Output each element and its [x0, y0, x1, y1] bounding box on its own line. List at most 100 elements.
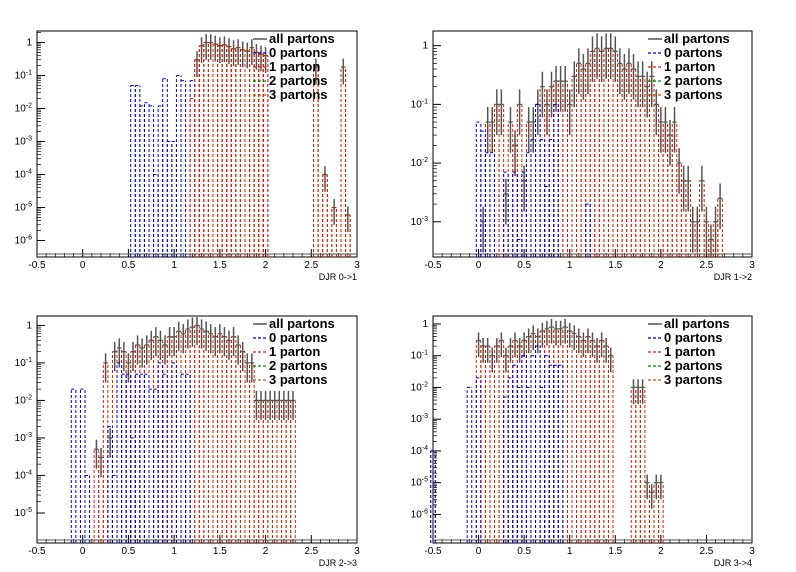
- series-0-partons: [70, 362, 191, 543]
- y-axis: 1 10-1 10-2 10-3 10-4 10-5 10-6: [15, 32, 45, 247]
- x-tick-label: 1.5: [213, 260, 227, 271]
- legend-label: 0 partons: [664, 45, 723, 60]
- x-tick-label: 2: [658, 260, 664, 271]
- x-tick-label: 0: [476, 546, 482, 557]
- x-tick-label: -0.5: [424, 546, 442, 557]
- x-tick-label: 0.5: [517, 546, 531, 557]
- legend-label: 2 partons: [664, 358, 723, 373]
- y-axis: 1 10-1 10-2 10-3 10-4 10-5 10-6: [411, 319, 441, 520]
- x-tick-label: -0.5: [28, 260, 46, 271]
- x-tick-label: 1.5: [608, 260, 622, 271]
- y-tick-label: 1: [422, 41, 428, 52]
- series-1-parton: [189, 42, 351, 257]
- x-axis: -0.5 0 0.5 1 1.5 2 2.5 3: [28, 535, 360, 557]
- y-tick-label: 1: [422, 319, 428, 330]
- y-tick-label: 10-4: [411, 445, 428, 457]
- y-tick-label: 10-2: [15, 103, 32, 115]
- x-tick-label: 2.5: [304, 546, 318, 557]
- x-tick-label: 2.5: [699, 546, 713, 557]
- y-tick-label: 10-1: [411, 350, 428, 362]
- y-tick-label: 10-1: [15, 70, 32, 82]
- legend-label: all partons: [269, 31, 335, 46]
- panel-2: -0.5 0 0.5 1 1.5 2 2.5 3 1 10-1 10-2 10-3 DJR 1->2 al…: [411, 30, 755, 282]
- x-tick-label: 1: [567, 260, 573, 271]
- series-0-partons: [475, 103, 591, 257]
- legend-label: 0 partons: [269, 45, 328, 60]
- y-tick-label: 10-5: [411, 477, 428, 489]
- x-tick-label: 0: [80, 546, 86, 557]
- x-axis-title: DJR 0->1: [319, 272, 357, 282]
- y-tick-label: 10-4: [15, 469, 32, 481]
- x-tick-label: 2: [658, 546, 664, 557]
- x-tick-label: 1.5: [213, 546, 227, 557]
- x-tick-label: 1.5: [608, 546, 622, 557]
- y-tick-label: 10-2: [411, 157, 428, 169]
- panel-1: -0.5 0 0.5 1 1.5 2 2.5 3 1 10-1 10-2 10-3 10-4 10-5 10…: [15, 30, 360, 282]
- x-axis-title: DJR 1->2: [714, 272, 752, 282]
- x-tick-label: 2: [263, 546, 269, 557]
- y-tick-label: 10-3: [15, 432, 32, 444]
- y-tick-label: 10-3: [411, 413, 428, 425]
- y-tick-label: 10-3: [15, 136, 32, 148]
- panel-4: -0.5 0 0.5 1 1.5 2 2.5 3 1 10-1 10-2 10-3 10-4 10-5 10…: [411, 315, 755, 568]
- y-tick-label: 10-2: [15, 394, 32, 406]
- legend-label: 2 partons: [269, 73, 328, 88]
- y-tick-label: 10-1: [411, 98, 428, 110]
- legend-label: 1 parton: [269, 59, 320, 74]
- x-tick-label: 1: [171, 260, 177, 271]
- plot-frame: [36, 315, 358, 544]
- legend-label: 3 partons: [269, 372, 328, 387]
- legend-label: 3 partons: [269, 87, 328, 102]
- plot-frame: [432, 315, 753, 544]
- x-axis: -0.5 0 0.5 1 1.5 2 2.5 3: [424, 535, 755, 557]
- x-tick-label: 3: [749, 546, 755, 557]
- legend-label: all partons: [664, 316, 730, 331]
- legend-label: 2 partons: [269, 358, 328, 373]
- x-tick-label: 2.5: [699, 260, 713, 271]
- x-tick-label: 1: [567, 546, 573, 557]
- x-axis-title: DJR 3->4: [714, 558, 752, 568]
- series-0-partons: [430, 345, 564, 543]
- x-tick-label: 2.5: [304, 260, 318, 271]
- panel-3: -0.5 0 0.5 1 1.5 2 2.5 3 1 10-1 10-2 10-3 10-4 10-5 DJ…: [15, 315, 360, 568]
- legend-label: 1 parton: [269, 344, 320, 359]
- y-axis: 1 10-1 10-2 10-3 10-4 10-5: [15, 320, 45, 519]
- x-axis-title: DJR 2->3: [319, 558, 357, 568]
- x-tick-label: 2: [263, 260, 269, 271]
- plot-frame: [432, 30, 753, 258]
- y-tick-label: 10-3: [411, 216, 428, 228]
- y-tick-label: 10-5: [15, 202, 32, 214]
- x-tick-label: -0.5: [28, 546, 46, 557]
- x-tick-label: 3: [749, 260, 755, 271]
- legend-label: 1 parton: [664, 344, 715, 359]
- legend-label: 3 partons: [664, 87, 723, 102]
- y-tick-label: 10-2: [411, 381, 428, 393]
- x-tick-label: 3: [354, 260, 360, 271]
- y-tick-label: 1: [26, 38, 32, 49]
- plot-frame: [36, 30, 358, 258]
- y-tick-label: 10-6: [15, 235, 32, 247]
- legend-label: 2 partons: [664, 73, 723, 88]
- x-tick-label: -0.5: [424, 260, 442, 271]
- y-tick-label: 10-5: [15, 507, 32, 519]
- y-tick-label: 1: [26, 320, 32, 331]
- legend-label: 0 partons: [664, 330, 723, 345]
- y-tick-label: 10-6: [411, 508, 428, 520]
- y-tick-label: 10-4: [15, 169, 32, 181]
- x-tick-label: 0.5: [517, 260, 531, 271]
- x-tick-label: 0: [80, 260, 86, 271]
- x-tick-label: 3: [354, 546, 360, 557]
- x-tick-label: 0.5: [121, 546, 135, 557]
- x-tick-label: 0.5: [121, 260, 135, 271]
- legend-label: 1 parton: [664, 59, 715, 74]
- legend-label: all partons: [664, 31, 730, 46]
- legend-label: all partons: [269, 316, 335, 331]
- x-tick-label: 0: [476, 260, 482, 271]
- y-tick-label: 10-1: [15, 357, 32, 369]
- y-axis: 1 10-1 10-2 10-3: [411, 41, 441, 228]
